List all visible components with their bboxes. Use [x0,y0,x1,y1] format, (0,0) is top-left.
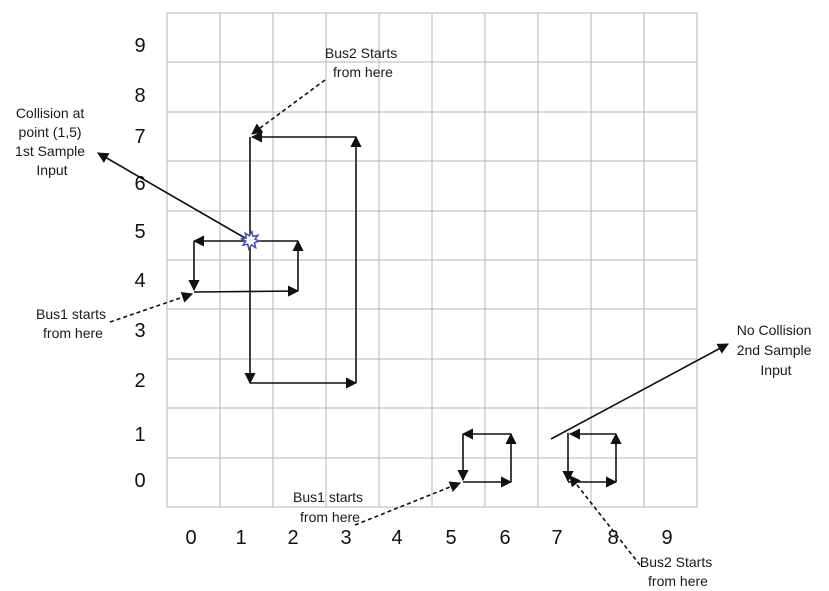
no-collision-annotation: No Collision 2nd Sample Input [737,322,816,378]
y-axis-label: 5 [134,221,145,243]
y-axis-label: 2 [134,370,145,392]
x-axis-label: 2 [287,527,298,549]
bus1-start-pointer-bottom [354,481,462,526]
bus2-start-annotation-top: Bus2 Starts from here [325,45,401,80]
y-axis-label: 7 [134,126,145,148]
y-axis-labels: 9 8 7 6 5 4 3 2 1 0 [134,35,145,492]
bus2-start-pointer-bottom [569,475,641,566]
y-axis-label: 4 [134,270,145,292]
x-axis-label: 9 [661,527,672,549]
x-axis-label: 5 [445,527,456,549]
bus1-path-sample2 [457,428,517,488]
x-axis-labels: 0 1 2 3 4 5 6 7 8 9 [185,527,672,549]
y-axis-label: 8 [134,85,145,107]
collision-burst-icon [239,229,261,251]
x-axis-label: 8 [607,527,618,549]
y-axis-label: 9 [134,35,145,57]
bus2-path-sample1 [244,131,362,389]
y-axis-label: 6 [134,173,145,195]
x-axis-label: 3 [340,527,351,549]
x-axis-label: 0 [185,527,196,549]
no-collision-pointer-arrow [550,343,729,440]
x-axis-label: 4 [391,527,402,549]
grid-lines [166,12,698,508]
bus2-start-annotation-bottom: Bus2 Starts from here [640,554,716,589]
x-axis-label: 6 [499,527,510,549]
bus1-start-annotation-bottom: Bus1 starts from here [293,489,367,525]
y-axis-label: 1 [134,424,145,446]
bus1-path-sample1 [188,235,304,297]
x-axis-label: 1 [235,527,246,549]
bus2-start-pointer-top [251,79,326,135]
bus1-start-pointer-left [109,291,194,323]
y-axis-label: 0 [134,470,145,492]
collision-annotation: Collision at point (1,5) 1st Sample Inpu… [15,105,89,178]
collision-pointer-arrow [97,152,246,239]
bus1-start-annotation-left: Bus1 starts from here [36,306,110,341]
y-axis-label: 3 [134,320,145,342]
x-axis-label: 7 [551,527,562,549]
